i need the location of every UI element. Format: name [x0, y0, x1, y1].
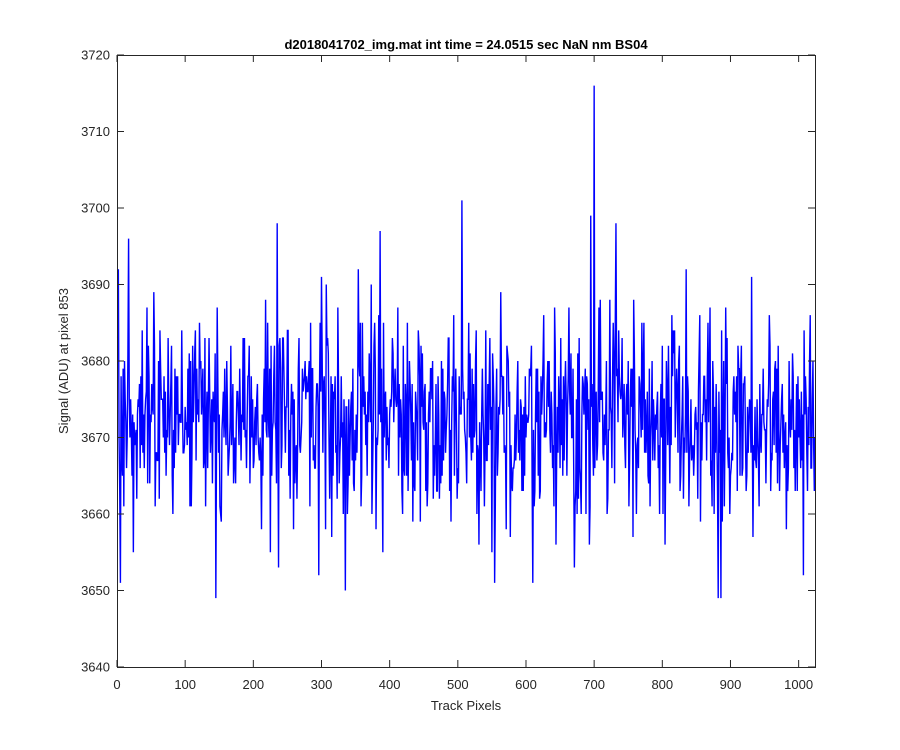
y-tick-label: 3670	[81, 430, 110, 445]
x-axis: 0 100 200 300 400 500 600 700 800 900 1000	[113, 55, 813, 692]
y-axis-label: Signal (ADU) at pixel 853	[56, 288, 71, 434]
x-tick-label: 900	[720, 677, 742, 692]
x-tick-label: 0	[113, 677, 120, 692]
y-tick-label: 3680	[81, 354, 110, 369]
plot-area	[116, 55, 816, 668]
x-tick-label: 300	[311, 677, 333, 692]
x-tick-label: 400	[379, 677, 401, 692]
x-axis-label: Track Pixels	[431, 698, 502, 713]
x-tick-label: 800	[651, 677, 673, 692]
x-tick-label: 600	[515, 677, 537, 692]
y-tick-label: 3720	[81, 48, 110, 63]
y-axis: 3640 3650 3660 3670 3680 3690 3700 3710 3720	[81, 48, 815, 675]
y-tick-label: 3700	[81, 201, 110, 216]
y-tick-label: 3710	[81, 124, 110, 139]
series-line	[116, 85, 816, 599]
x-tick-label: 1000	[784, 677, 813, 692]
y-tick-label: 3660	[81, 507, 110, 522]
chart-title: d2018041702_img.mat int time = 24.0515 s…	[284, 37, 648, 52]
y-tick-label: 3640	[81, 660, 110, 675]
x-tick-label: 200	[242, 677, 264, 692]
x-tick-label: 500	[447, 677, 469, 692]
x-tick-label: 100	[174, 677, 196, 692]
y-tick-label: 3650	[81, 583, 110, 598]
x-tick-label: 700	[583, 677, 605, 692]
y-tick-label: 3690	[81, 277, 110, 292]
